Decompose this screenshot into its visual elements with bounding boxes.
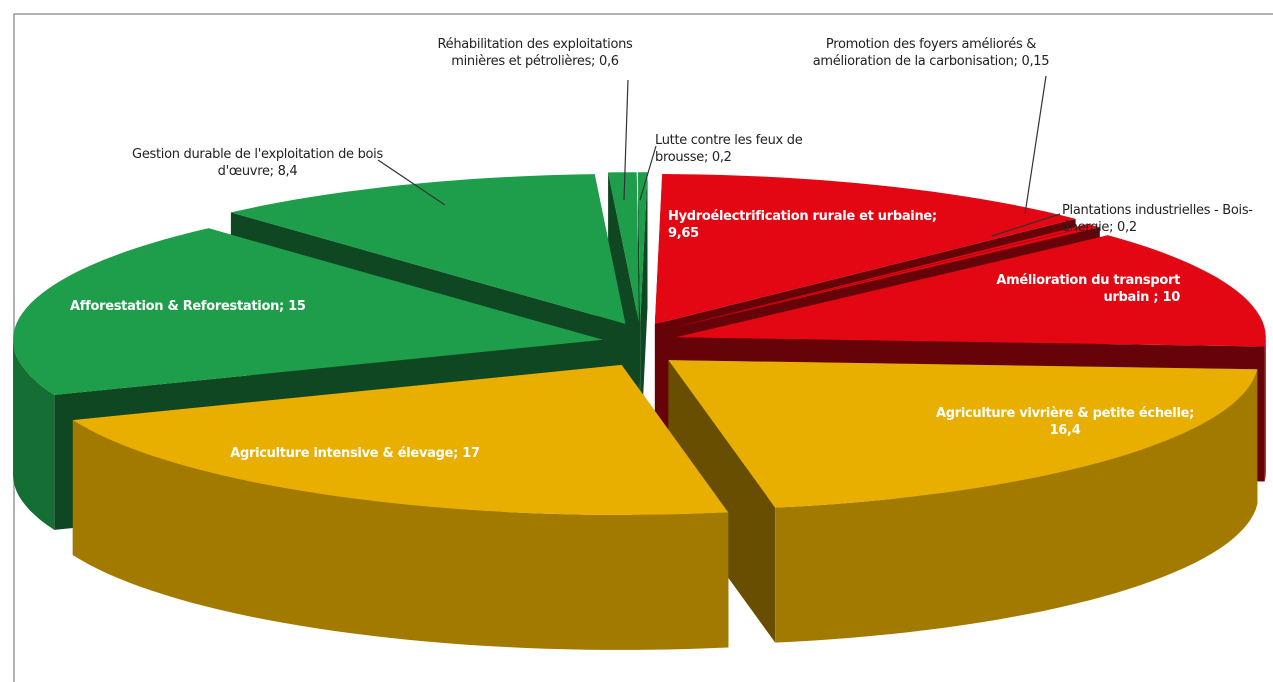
slice-side xyxy=(72,420,729,650)
label-text: 17 xyxy=(462,446,480,461)
slice-side xyxy=(1264,337,1266,482)
label-text: Amélioration du transport urbain ; xyxy=(996,273,1180,305)
leaders xyxy=(377,75,1061,237)
slice xyxy=(675,235,1266,347)
label-text: 0,2 xyxy=(711,150,732,165)
slice xyxy=(654,174,1076,324)
slice-side xyxy=(13,339,55,530)
label-text: Lutte contre les feux de brousse; xyxy=(655,133,803,165)
slice-label: Amélioration du transport urbain ; 10 xyxy=(955,272,1180,306)
slice-label: Promotion des foyers améliorés & amélior… xyxy=(800,36,1062,70)
label-text: 10 xyxy=(1162,290,1181,305)
label-text: Réhabilitation des exploitations minière… xyxy=(437,37,633,69)
leader-line xyxy=(991,213,1061,237)
slice xyxy=(230,174,626,324)
leader-line xyxy=(1024,75,1047,215)
label-text: 9,65 xyxy=(668,226,699,241)
label-text: Gestion durable de l'exploitation de boi… xyxy=(132,147,383,179)
label-text: Plantations industrielles - Bois-énergie… xyxy=(1062,203,1253,235)
slices xyxy=(13,172,1266,650)
slice-wall xyxy=(637,172,641,458)
slice-label: Réhabilitation des exploitations minière… xyxy=(410,36,660,70)
slice xyxy=(608,172,639,323)
slice xyxy=(667,225,1100,330)
slice xyxy=(13,228,603,395)
label-text: 16,4 xyxy=(1049,423,1081,438)
leader-line xyxy=(377,159,446,206)
label-text: 0,15 xyxy=(1021,54,1050,69)
label-text: Afforestation & Reforestation; xyxy=(70,299,284,314)
slice-label: Agriculture intensive & élevage; 17 xyxy=(205,445,505,462)
slice xyxy=(668,360,1258,508)
slice-label: Lutte contre les feux de brousse; 0,2 xyxy=(655,132,830,166)
label-text: Hydroélectrification rurale et urbaine; xyxy=(668,209,937,224)
label-text: 0,2 xyxy=(1117,220,1137,235)
slice-label: Hydroélectrification rurale et urbaine; … xyxy=(668,208,943,242)
slice xyxy=(667,223,1093,330)
label-text: 0,6 xyxy=(598,54,619,69)
slice xyxy=(72,364,729,515)
label-text: Promotion des foyers améliorés & amélior… xyxy=(812,37,1037,69)
slice-side xyxy=(775,369,1258,643)
label-text: 8,4 xyxy=(277,164,298,179)
slice xyxy=(637,172,648,323)
leader-line xyxy=(639,145,657,201)
slice-label: Agriculture vivrière & petite échelle; 1… xyxy=(935,405,1195,439)
label-text: Agriculture intensive & élevage; xyxy=(230,446,459,461)
label-text: 15 xyxy=(288,299,306,314)
slice-wall xyxy=(640,172,648,458)
slice-label: Afforestation & Reforestation; 15 xyxy=(70,298,370,315)
slice-label: Gestion durable de l'exploitation de boi… xyxy=(125,146,390,180)
slice-wall xyxy=(668,360,776,643)
slice-label: Plantations industrielles - Bois-énergie… xyxy=(1062,202,1273,236)
label-text: Agriculture vivrière & petite échelle; xyxy=(935,406,1195,421)
leader-line xyxy=(623,79,629,201)
